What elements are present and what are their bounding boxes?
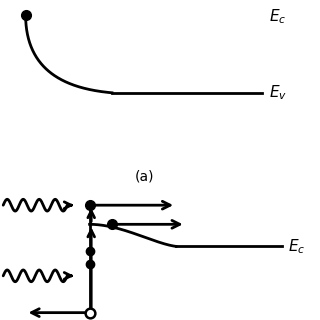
Text: (a): (a) bbox=[134, 170, 154, 184]
Text: $E_c$: $E_c$ bbox=[269, 7, 286, 26]
Text: $E_c$: $E_c$ bbox=[288, 237, 305, 256]
Text: $E_v$: $E_v$ bbox=[269, 84, 287, 102]
